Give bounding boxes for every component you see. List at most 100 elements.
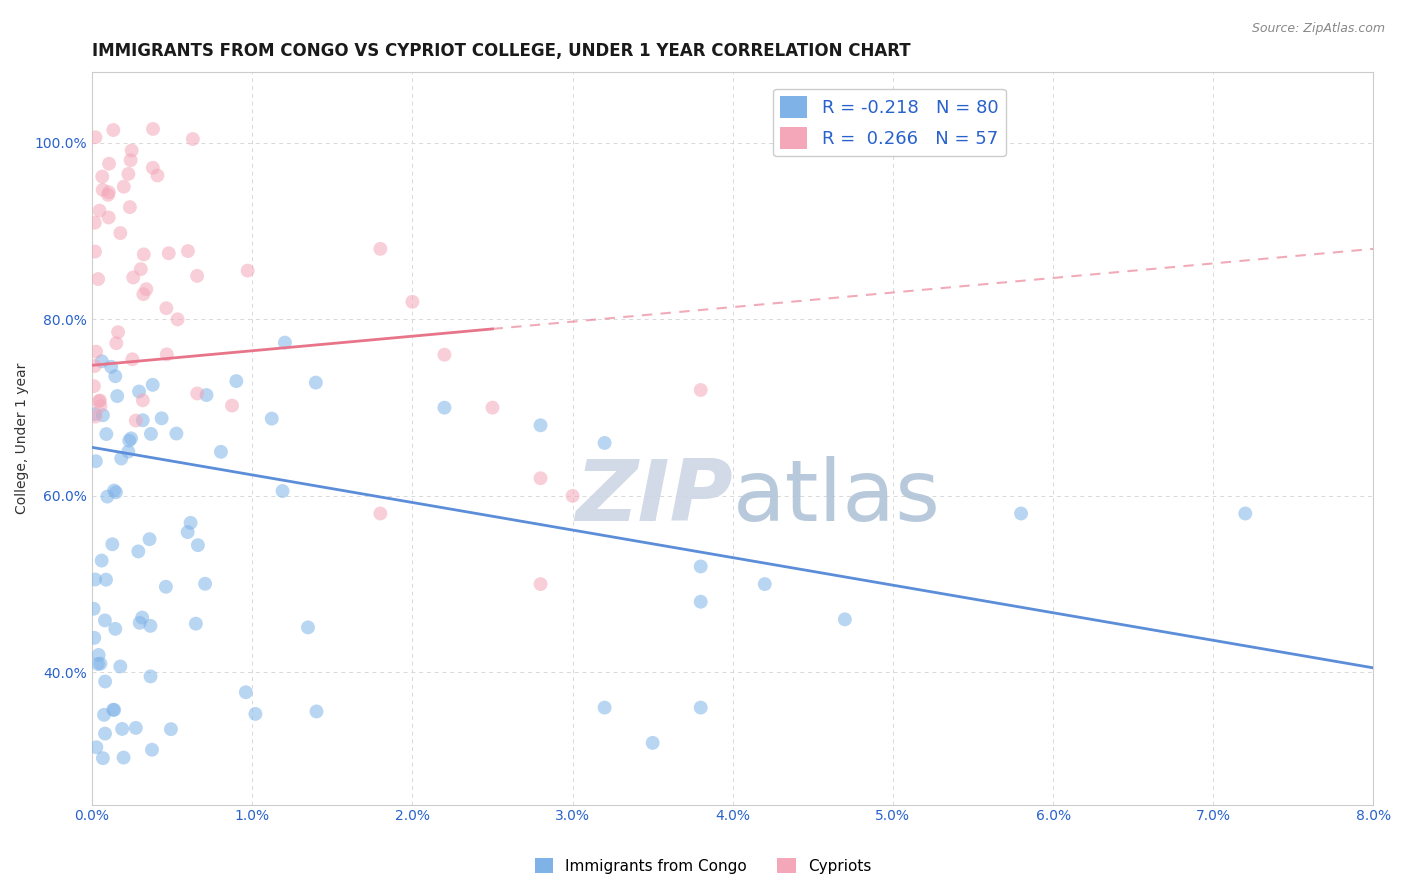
Point [110, 451, 132, 466]
Point [186, 268, 208, 283]
Point [94, 573, 117, 587]
Point [103, 483, 125, 498]
Point [132, 413, 155, 427]
Point [127, 544, 149, 558]
Point [120, 153, 142, 168]
Point [125, 721, 148, 735]
Point [529, 471, 551, 485]
Point [87, 272, 110, 286]
Point [177, 244, 200, 258]
Legend: R = -0.218   N = 80, R =  0.266   N = 57: R = -0.218 N = 80, R = 0.266 N = 57 [773, 89, 1005, 156]
Point [87, 648, 110, 662]
Point [84, 409, 107, 424]
Point [370, 507, 392, 521]
Point [84, 454, 107, 468]
Point [89, 393, 111, 408]
Point [236, 263, 259, 277]
Point [160, 722, 183, 736]
Point [91, 183, 114, 197]
Point [122, 270, 145, 285]
Point [89, 657, 111, 671]
Point [98, 157, 121, 171]
Point [107, 325, 129, 339]
Point [142, 161, 165, 175]
Point [184, 616, 207, 631]
Point [370, 242, 392, 256]
Point [118, 434, 141, 448]
Point [754, 577, 776, 591]
Point [103, 703, 125, 717]
Point [132, 247, 155, 261]
Point [83, 631, 105, 645]
Point [689, 559, 711, 574]
Point [166, 312, 188, 326]
Point [245, 706, 267, 721]
Point [274, 335, 297, 350]
Point [235, 685, 257, 699]
Point [689, 383, 711, 397]
Point [86, 740, 108, 755]
Point [180, 516, 202, 530]
Point [834, 612, 856, 626]
Point [97, 187, 120, 202]
Point [481, 401, 503, 415]
Point [141, 743, 163, 757]
Point [125, 414, 148, 428]
Point [209, 445, 232, 459]
Point [156, 347, 179, 361]
Point [90, 553, 112, 567]
Point [150, 411, 173, 425]
Point [118, 200, 141, 214]
Point [529, 577, 551, 591]
Point [94, 726, 117, 740]
Point [104, 369, 127, 384]
Text: IMMIGRANTS FROM CONGO VS CYPRIOT COLLEGE, UNDER 1 YEAR CORRELATION CHART: IMMIGRANTS FROM CONGO VS CYPRIOT COLLEGE… [91, 42, 911, 60]
Text: ZIP: ZIP [575, 456, 733, 539]
Point [104, 485, 127, 500]
Point [132, 287, 155, 301]
Point [89, 399, 111, 413]
Point [90, 354, 112, 368]
Point [165, 426, 187, 441]
Point [529, 418, 551, 433]
Point [97, 211, 120, 225]
Point [593, 700, 616, 714]
Point [225, 374, 247, 388]
Point [112, 750, 135, 764]
Point [433, 348, 456, 362]
Point [91, 751, 114, 765]
Text: Source: ZipAtlas.com: Source: ZipAtlas.com [1251, 22, 1385, 36]
Point [128, 384, 150, 399]
Point [83, 379, 105, 393]
Point [84, 244, 107, 259]
Point [84, 344, 107, 359]
Point [87, 657, 110, 671]
Point [129, 262, 152, 277]
Point [83, 359, 105, 373]
Point [121, 144, 143, 158]
Point [117, 444, 139, 458]
Point [194, 576, 217, 591]
Point [142, 377, 165, 392]
Point [83, 601, 105, 615]
Point [260, 411, 283, 425]
Point [97, 186, 120, 200]
Point [120, 431, 142, 445]
Point [157, 246, 180, 260]
Point [142, 122, 165, 136]
Point [128, 615, 150, 630]
Point [138, 532, 160, 546]
Point [111, 722, 134, 736]
Point [139, 426, 162, 441]
Point [641, 736, 664, 750]
Point [195, 388, 218, 402]
Point [297, 620, 319, 634]
Point [433, 401, 456, 415]
Point [187, 538, 209, 552]
Point [110, 226, 132, 240]
Point [305, 376, 328, 390]
Point [105, 389, 128, 403]
Point [593, 436, 616, 450]
Point [104, 622, 127, 636]
Text: atlas: atlas [733, 456, 941, 539]
